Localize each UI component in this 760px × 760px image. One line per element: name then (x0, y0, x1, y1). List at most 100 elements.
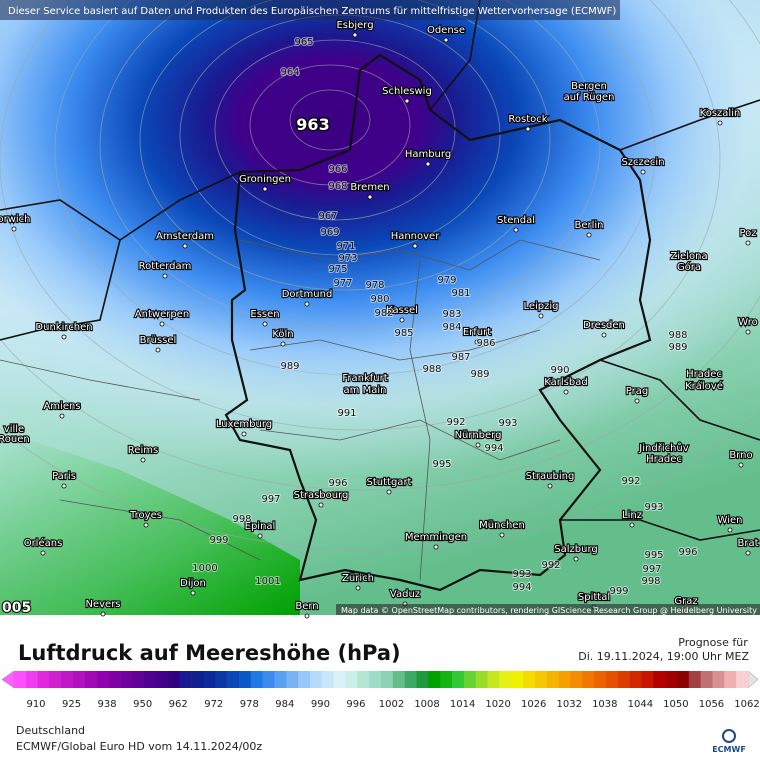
scale-swatch (144, 671, 157, 688)
city-dot (40, 550, 46, 556)
isobar-label: 965 (294, 37, 313, 48)
scale-swatch (156, 671, 169, 688)
city-label: Zielona (670, 251, 707, 262)
city-label: Zürich (342, 573, 374, 584)
scale-swatch (665, 671, 678, 688)
isobar-label: 994 (512, 582, 531, 593)
isobar-label: 982 (374, 308, 393, 319)
scale-swatch (499, 671, 512, 688)
city-label: Strasbourg (294, 490, 349, 501)
city-dot (140, 457, 146, 463)
city-label: Leipzig (523, 301, 558, 312)
isobar-label: 994 (484, 443, 503, 454)
city-label: Schleswig (382, 86, 432, 97)
isobar-label: 963 (296, 115, 329, 134)
scale-swatch (179, 671, 192, 688)
isobar-label: 985 (394, 328, 413, 339)
scale-tick-label: 1002 (379, 699, 404, 710)
city-label: Amiens (43, 401, 80, 412)
scale-swatch (523, 671, 536, 688)
city-dot (443, 37, 449, 43)
city-dot (162, 273, 168, 279)
scale-swatch (85, 671, 98, 688)
city-dot (155, 347, 161, 353)
city-label: Dresden (583, 320, 625, 331)
isobar-label: 967 (318, 211, 337, 222)
city-label: Groningen (239, 174, 291, 185)
city-label: Troyes (129, 510, 162, 521)
scale-swatch (191, 671, 204, 688)
isobar-label: 1001 (255, 576, 280, 587)
scale-swatch (49, 671, 62, 688)
isobar-label: 964 (280, 67, 299, 78)
scale-swatch (262, 671, 275, 688)
scale-swatch (25, 671, 38, 688)
scale-swatch (120, 671, 133, 688)
scale-swatch (215, 671, 228, 688)
scale-swatch (463, 671, 477, 688)
city-dot (159, 321, 165, 327)
scale-swatch (203, 671, 216, 688)
city-dot (386, 489, 392, 495)
city-label: Karlsbad (544, 377, 587, 388)
scale-swatch (381, 671, 394, 688)
scale-swatch (321, 671, 334, 688)
isobar-label: 988 (422, 364, 441, 375)
scale-swatch (700, 671, 713, 688)
city-dot (262, 321, 268, 327)
scale-swatch (250, 671, 263, 688)
scale-swatch (605, 671, 619, 688)
isobar-label: 968 (328, 181, 347, 192)
scale-swatch (452, 671, 465, 688)
isobars (0, 0, 760, 551)
city-dot (61, 334, 67, 340)
city-label: Essen (250, 309, 279, 320)
city-label: Králové (685, 380, 723, 392)
region-borders (0, 239, 601, 581)
isobar-label: 980 (370, 294, 389, 305)
scale-tick-label: 990 (311, 699, 330, 710)
isobar-label: 988 (668, 330, 687, 341)
scale-swatch (475, 671, 488, 688)
scale-swatch (238, 671, 252, 688)
scale-swatch (570, 671, 583, 688)
isobar-label: 983 (442, 309, 461, 320)
city-dot (304, 613, 310, 619)
city-label: Dortmund (282, 289, 333, 300)
city-label: Köln (272, 329, 293, 340)
scale-over-arrow (747, 670, 759, 689)
isobar-label: 992 (446, 417, 465, 428)
city-label: Hamburg (405, 149, 451, 160)
city-dot (738, 462, 744, 468)
scale-swatch (641, 671, 654, 688)
scale-tick-label: 1044 (628, 699, 653, 710)
isobar-label: 999 (209, 535, 228, 546)
scale-tick-label: 938 (98, 699, 117, 710)
city-label: Stendal (497, 215, 535, 226)
scale-swatch (712, 671, 725, 688)
model: ECMWF/Global Euro HD vom 14.11.2024/00z (16, 740, 262, 753)
city-dot (586, 232, 592, 238)
city-dot (182, 243, 188, 249)
city-dot (59, 413, 65, 419)
city-label: Stuttgart (367, 477, 412, 488)
city-label: Salzburg (554, 544, 597, 555)
scale-swatch (736, 671, 749, 688)
scale-swatch (298, 671, 311, 688)
isobar-label: 991 (337, 408, 356, 419)
city-label: Brat (737, 538, 758, 549)
header-band (0, 0, 620, 20)
city-dot (634, 398, 640, 404)
scale-tick-label: 1032 (557, 699, 582, 710)
scale-swatch (286, 671, 299, 688)
city-label: Nürnberg (455, 430, 502, 441)
low-pressure-area (0, 0, 760, 615)
scale-tick-label: 925 (62, 699, 81, 710)
city-label: Kassel (386, 305, 418, 316)
scale-under-arrow (1, 670, 15, 689)
scale-swatch (37, 671, 50, 688)
isobar-label: 969 (320, 227, 339, 238)
isobar-label: 987 (451, 352, 470, 363)
scale-tick-label: 1020 (485, 699, 510, 710)
ecmwf-logo: ECMWF (712, 729, 746, 754)
